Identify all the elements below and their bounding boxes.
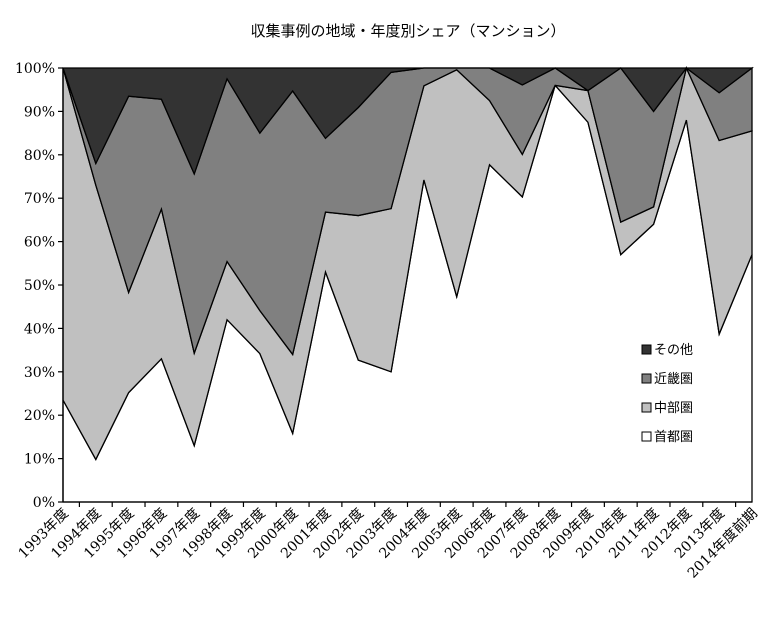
- legend-label: その他: [654, 343, 693, 358]
- legend-swatch: [641, 344, 652, 355]
- area-series-3: [62, 67, 754, 176]
- y-tick-label: 50%: [24, 278, 55, 294]
- y-tick-label: 80%: [24, 148, 55, 164]
- x-axis-ticks: 1993年度1994年度1995年度1996年度1997年度1998年度1999…: [16, 502, 761, 582]
- chart-title: 収集事例の地域・年度別シェア（マンション）: [250, 22, 565, 40]
- y-tick-label: 20%: [24, 408, 55, 424]
- legend-label: 首都圏: [654, 430, 693, 445]
- y-tick-label: 90%: [24, 104, 55, 120]
- y-tick-label: 0%: [33, 495, 55, 511]
- y-tick-label: 100%: [15, 61, 55, 77]
- legend-swatch: [641, 402, 652, 413]
- y-axis-ticks: 0% 10% 20% 30% 40% 50% 60% 70% 80% 90% 100%: [15, 61, 63, 511]
- y-tick-label: 30%: [24, 365, 55, 381]
- y-tick-label: 70%: [24, 191, 55, 207]
- legend-label: 近畿圏: [654, 372, 693, 387]
- area-layers: [62, 65, 754, 503]
- legend-swatch: [641, 431, 652, 442]
- y-tick-label: 10%: [24, 452, 55, 468]
- legend-swatch: [641, 373, 652, 384]
- y-tick-label: 60%: [24, 235, 55, 251]
- legend-label: 中部圏: [654, 401, 693, 416]
- y-tick-label: 40%: [24, 321, 55, 337]
